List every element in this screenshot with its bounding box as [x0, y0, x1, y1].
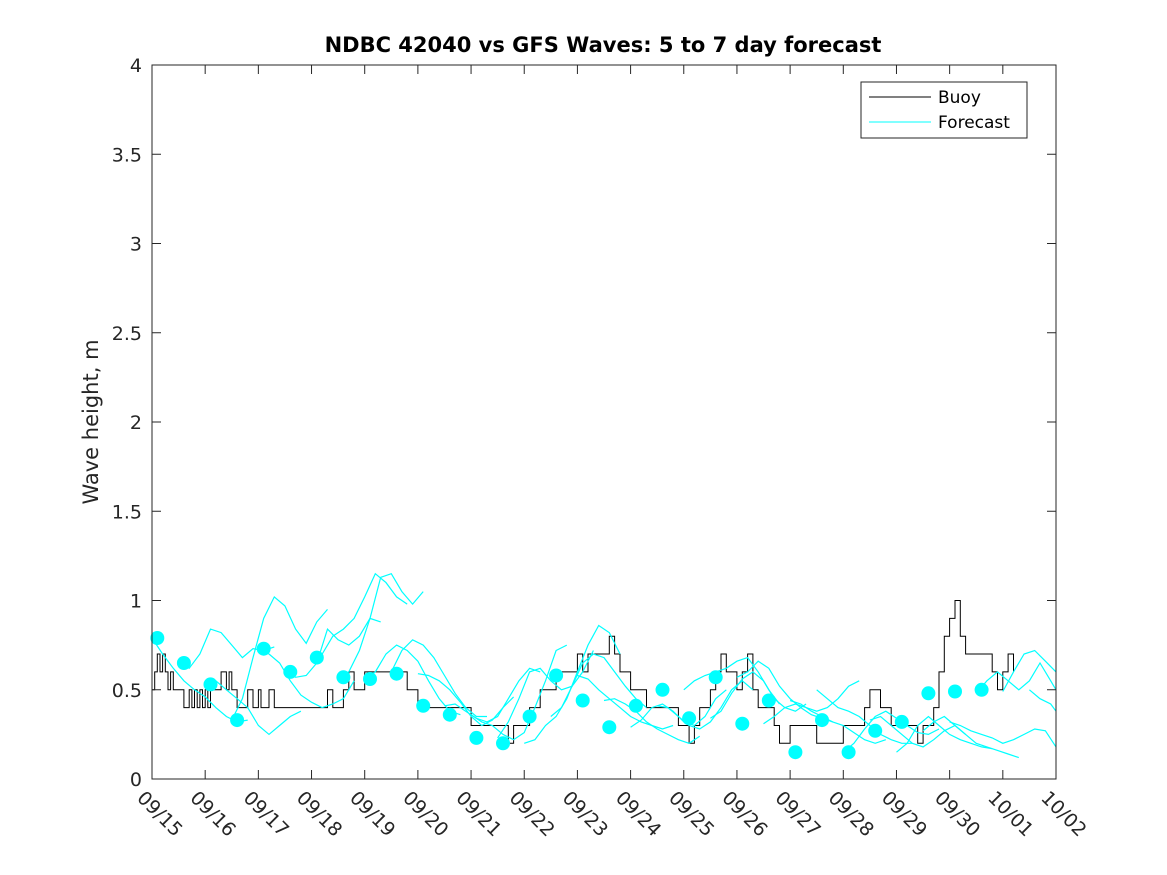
forecast-line-28 — [896, 715, 993, 753]
forecast-point — [336, 670, 351, 685]
forecast-line-2 — [205, 680, 302, 736]
forecast-line-31 — [975, 661, 1057, 694]
forecast-point — [389, 666, 404, 681]
y-tick-label: 3.5 — [112, 144, 142, 166]
forecast-line-16 — [577, 674, 674, 730]
y-axis-label: Wave height, m — [79, 339, 103, 504]
legend-forecast-label: Forecast — [938, 113, 1010, 133]
forecast-point — [309, 650, 324, 665]
forecast-point — [655, 682, 670, 697]
legend-buoy-label: Buoy — [938, 88, 981, 108]
forecast-line-4 — [258, 648, 355, 709]
y-tick-label: 2 — [130, 412, 142, 434]
forecast-line-8 — [364, 644, 461, 716]
y-tick-label: 1.5 — [112, 501, 142, 523]
forecast-line-10 — [417, 673, 515, 727]
forecast-point — [442, 707, 457, 722]
forecast-point — [602, 720, 617, 735]
y-tick-label: 3 — [130, 234, 142, 256]
forecast-point — [815, 713, 829, 728]
forecast-markers — [150, 631, 989, 760]
forecast-point — [868, 723, 883, 738]
forecast-point — [416, 698, 431, 713]
y-tick-label: 1 — [130, 591, 142, 613]
forecast-line-24 — [789, 699, 886, 744]
forecast-point — [176, 656, 191, 670]
forecast-point — [230, 713, 245, 728]
legend: Buoy Forecast — [860, 81, 1028, 139]
forecast-line-3 — [231, 595, 328, 721]
forecast-point — [788, 745, 803, 760]
forecast-line-30 — [949, 721, 1057, 748]
forecast-point — [761, 693, 776, 708]
forecast-line-13 — [497, 650, 594, 739]
forecast-line-6 — [311, 572, 408, 659]
y-tick-label: 0 — [130, 769, 142, 791]
forecast-line-12 — [470, 644, 568, 741]
forecast-point — [469, 730, 484, 745]
forecast-point — [735, 716, 750, 731]
plot-area — [150, 572, 1057, 760]
y-tick-label: 2.5 — [112, 323, 142, 345]
forecast-line-33 — [1029, 689, 1057, 712]
forecast-point — [575, 693, 590, 708]
forecast-line-9 — [390, 639, 487, 718]
forecast-line-27 — [869, 715, 966, 748]
forecast-line-11 — [444, 667, 541, 723]
forecast-line-17 — [603, 698, 701, 744]
forecast-point — [974, 682, 989, 697]
chart-title: NDBC 42040 vs GFS Waves: 5 to 7 day fore… — [325, 33, 882, 57]
forecast-line-23 — [763, 680, 860, 725]
forecast-point — [549, 668, 564, 683]
forecast-line-5 — [284, 617, 381, 678]
forecast-series — [151, 572, 1057, 759]
forecast-point — [363, 672, 377, 686]
legend-box — [860, 81, 1028, 139]
y-axis: 0 0.5 1 1.5 2 2.5 3 3.5 4 — [112, 55, 1056, 791]
forecast-point — [894, 714, 909, 729]
forecast-point — [203, 677, 218, 692]
forecast-line-15 — [550, 653, 647, 717]
forecast-point — [682, 711, 697, 726]
forecast-line-7 — [337, 572, 424, 678]
forecast-line-25 — [816, 689, 913, 744]
forecast-point — [708, 670, 723, 685]
forecast-point — [150, 631, 165, 645]
y-tick-label: 0.5 — [112, 680, 142, 702]
forecast-point — [921, 686, 936, 701]
forecast-point — [496, 736, 510, 751]
y-tick-label: 4 — [130, 55, 142, 77]
forecast-point — [628, 698, 643, 713]
forecast-point — [841, 745, 856, 760]
forecast-point — [522, 709, 537, 724]
forecast-point — [256, 641, 271, 656]
forecast-line-32 — [1002, 649, 1057, 692]
forecast-line-26 — [842, 710, 940, 753]
forecast-line-21 — [710, 671, 807, 719]
forecast-point — [283, 664, 298, 679]
forecast-line-29 — [922, 715, 1019, 759]
forecast-point — [948, 684, 962, 699]
